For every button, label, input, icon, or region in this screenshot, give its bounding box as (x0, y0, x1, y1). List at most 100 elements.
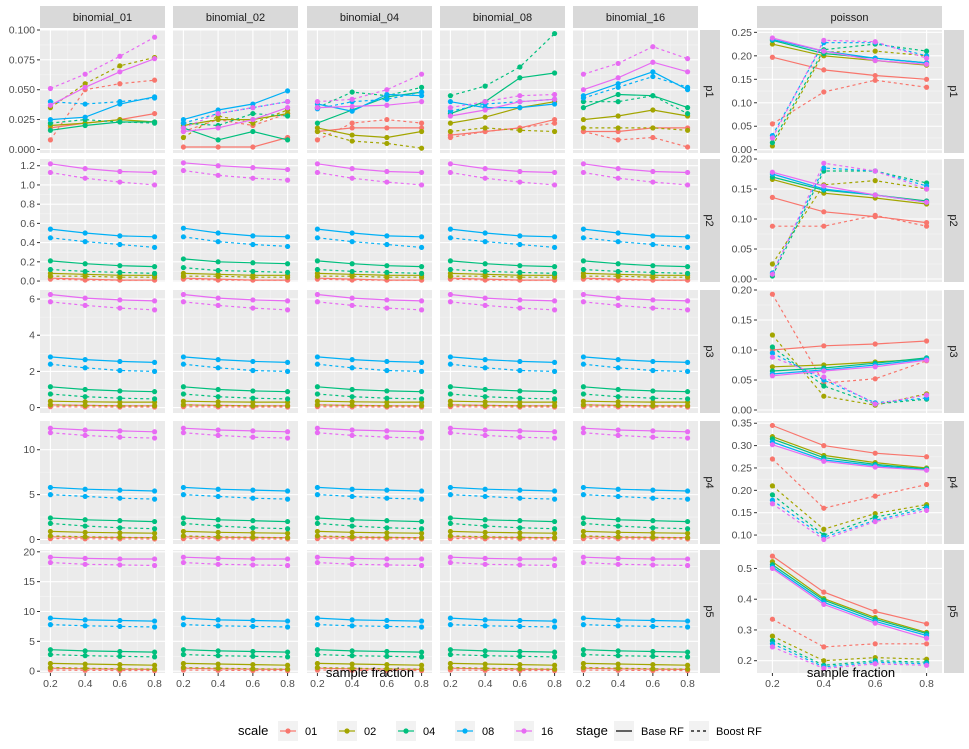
facet-strip-label: binomial_04 (340, 12, 399, 24)
point-08-base (250, 233, 256, 239)
point-16-boost (769, 135, 776, 141)
point-16-boost (580, 71, 587, 77)
point-16-base (314, 425, 321, 431)
point-02-base (384, 662, 390, 668)
facet-strip-row-label: p5 (703, 605, 715, 617)
point-04-base (517, 648, 523, 655)
facet-strip-column (440, 6, 565, 28)
point-04-boost (349, 394, 355, 400)
point-08-base (180, 484, 187, 491)
point-08-base (151, 234, 158, 240)
series-line-02-base (50, 272, 155, 276)
point-04-base (517, 388, 523, 394)
point-04-boost (384, 525, 390, 531)
point-02-base (769, 364, 776, 370)
point-01-boost (314, 137, 321, 143)
point-16-base (551, 556, 558, 562)
point-01-boost (821, 505, 827, 511)
x-tick-label: 0.8 (547, 678, 562, 690)
point-04-boost (151, 396, 158, 402)
point-16-boost (684, 435, 691, 441)
point-16-boost (314, 559, 321, 566)
point-16-base (215, 427, 221, 433)
facet-strip-column (573, 6, 698, 28)
y-tick-label: 0.025 (9, 114, 35, 126)
point-16-boost (650, 562, 656, 568)
point-16-boost (314, 169, 321, 176)
y-tick-label: 0.8 (20, 199, 35, 211)
point-08-base (314, 484, 321, 491)
point-16-boost (580, 169, 587, 176)
point-04-base (650, 648, 656, 655)
point-08-base (447, 484, 454, 491)
series-line-04-base (450, 72, 555, 115)
series-line-02-boost (50, 275, 155, 278)
point-01-base (821, 343, 827, 349)
point-08-base (580, 484, 587, 491)
point-08-base (418, 488, 425, 494)
point-04-boost (117, 395, 123, 401)
point-08-base (47, 116, 54, 123)
point-08-base (684, 359, 691, 365)
point-02-boost (418, 403, 425, 409)
point-02-boost (250, 403, 256, 409)
point-02-boost (418, 535, 425, 541)
series-line-16-base (450, 163, 555, 174)
y-tick-label: 0.4 (737, 594, 752, 606)
legend-label-stage: Boost RF (716, 726, 762, 738)
point-04-boost (551, 270, 558, 276)
point-08-boost (47, 99, 54, 105)
point-02-base (349, 661, 355, 667)
point-04-boost (180, 520, 187, 526)
point-16-base (215, 295, 221, 301)
point-04-boost (151, 654, 158, 660)
point-08-base (284, 488, 291, 494)
point-02-boost (769, 261, 776, 267)
facet-strip-row (944, 421, 964, 544)
point-08-base (418, 234, 425, 240)
point-16-base (215, 125, 221, 131)
series-line-08-base (183, 617, 288, 622)
series-line-02-boost (772, 635, 927, 662)
series-line-08-base (183, 356, 288, 363)
panel-binomial_08-p3 (440, 290, 565, 413)
point-16-base (117, 69, 123, 75)
point-16-boost (180, 299, 187, 305)
point-08-base (82, 357, 88, 363)
point-08-base (384, 91, 390, 98)
point-16-base (821, 368, 827, 374)
point-16-boost (418, 435, 425, 441)
point-01-base (418, 125, 425, 131)
point-04-boost (684, 270, 691, 276)
point-08-base (580, 93, 587, 99)
point-02-boost (47, 665, 54, 671)
point-02-boost (215, 402, 221, 409)
point-04-base (117, 263, 123, 269)
point-08-boost (284, 243, 291, 250)
point-08-base (580, 615, 587, 621)
point-16-boost (215, 172, 221, 178)
series-line-04-boost (183, 653, 288, 658)
point-08-boost (349, 493, 355, 500)
point-16-boost (284, 435, 291, 441)
point-08-boost (580, 361, 587, 367)
y-tick-label: 0.15 (732, 315, 753, 327)
point-04-boost (684, 526, 691, 532)
point-16-boost (384, 87, 390, 93)
point-04-boost (47, 120, 54, 126)
point-01-boost (923, 641, 930, 647)
point-08-base (284, 359, 291, 365)
x-tick-label: 0.2 (176, 678, 191, 690)
point-16-boost (250, 105, 256, 111)
point-01-boost (384, 116, 390, 123)
point-04-base (250, 260, 256, 266)
point-16-base (250, 116, 256, 123)
point-01-boost (117, 81, 123, 87)
point-04-base (47, 515, 54, 521)
point-16-base (447, 161, 454, 167)
point-16-base (551, 169, 558, 176)
point-16-base (180, 425, 187, 431)
series-line-04-boost (183, 267, 288, 273)
point-08-boost (650, 241, 656, 248)
point-16-boost (215, 561, 221, 567)
